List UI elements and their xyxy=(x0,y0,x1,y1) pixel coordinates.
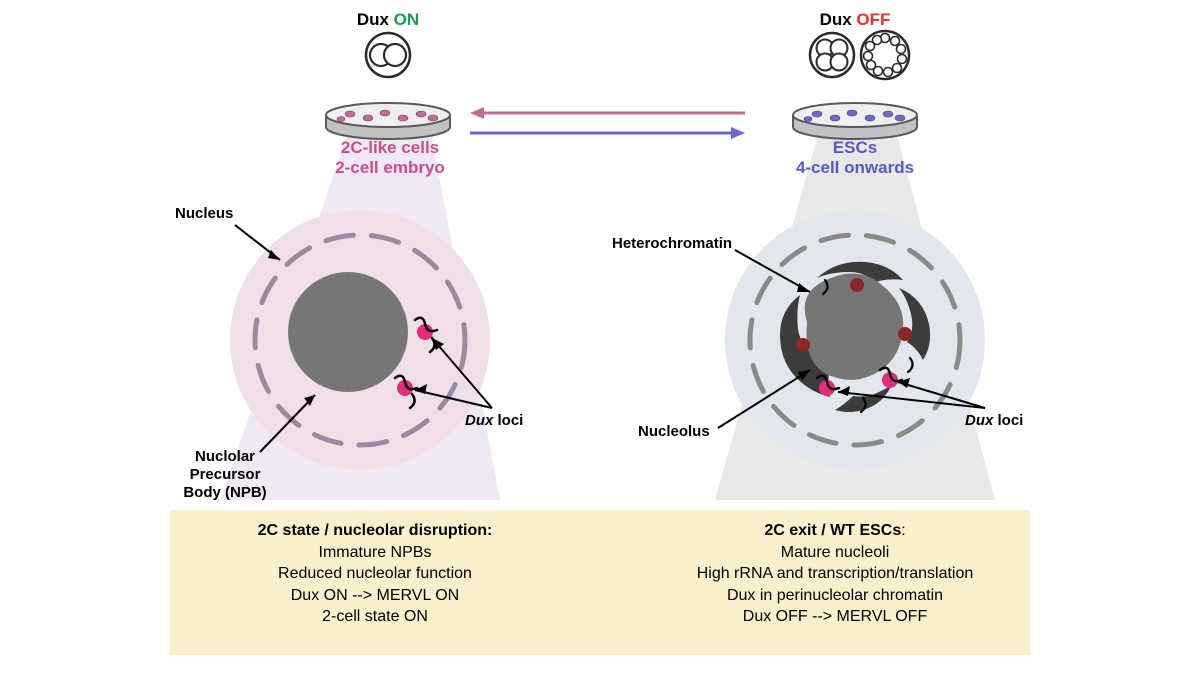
left-summary-l4: 2-cell state ON xyxy=(195,606,555,628)
right-embryo-4cell xyxy=(810,33,854,77)
right-dux-loci-label: Dux loci xyxy=(965,412,1023,430)
left-npb-label: Nuclolar Precursor Body (NPB) xyxy=(170,448,280,502)
right-summary-l3: Dux in perinucleolar chromatin xyxy=(645,585,1025,607)
right-summary: 2C exit / WT ESCs: Mature nucleoli High … xyxy=(645,520,1025,628)
right-summary-heading: 2C exit / WT ESCs: xyxy=(645,520,1025,542)
right-nucleolus-label: Nucleolus xyxy=(638,423,710,441)
left-summary-l3: Dux ON --> MERVL ON xyxy=(195,585,555,607)
right-summary-l2: High rRNA and transcription/translation xyxy=(645,563,1025,585)
left-nucleus xyxy=(230,210,490,470)
left-npb xyxy=(288,272,408,392)
right-title-state: OFF xyxy=(856,10,890,29)
right-summary-l4: Dux OFF --> MERVL OFF xyxy=(645,606,1025,628)
right-embryo-morula xyxy=(861,31,909,79)
left-summary-heading: 2C state / nucleolar disruption: xyxy=(195,520,555,542)
left-stage-label: 2C-like cells 2-cell embryo xyxy=(310,138,470,179)
left-title-state: ON xyxy=(394,10,420,29)
left-summary-l2: Reduced nucleolar function xyxy=(195,563,555,585)
right-stage-line2: 4-cell onwards xyxy=(775,158,935,178)
left-embryo-2cell xyxy=(366,33,410,77)
right-title: Dux OFF xyxy=(805,10,905,30)
right-stage-label: ESCs 4-cell onwards xyxy=(775,138,935,179)
left-dux-loci-label: Dux loci xyxy=(465,412,523,430)
left-title-prefix: Dux xyxy=(357,10,394,29)
right-stage-line1: ESCs xyxy=(775,138,935,158)
right-petri-dish xyxy=(793,103,917,139)
right-title-prefix: Dux xyxy=(820,10,857,29)
left-stage-line1: 2C-like cells xyxy=(310,138,470,158)
left-petri-dish xyxy=(326,103,450,139)
transition-arrow-to-right xyxy=(470,127,745,139)
left-title: Dux ON xyxy=(338,10,438,30)
right-summary-l1: Mature nucleoli xyxy=(645,542,1025,564)
left-nucleus-label: Nucleus xyxy=(175,205,233,223)
transition-arrow-to-left xyxy=(470,107,745,119)
left-summary: 2C state / nucleolar disruption: Immatur… xyxy=(195,520,555,628)
right-heterochromatin-label: Heterochromatin xyxy=(612,235,732,253)
left-stage-line2: 2-cell embryo xyxy=(310,158,470,178)
left-summary-l1: Immature NPBs xyxy=(195,542,555,564)
right-nucleus xyxy=(725,210,985,470)
